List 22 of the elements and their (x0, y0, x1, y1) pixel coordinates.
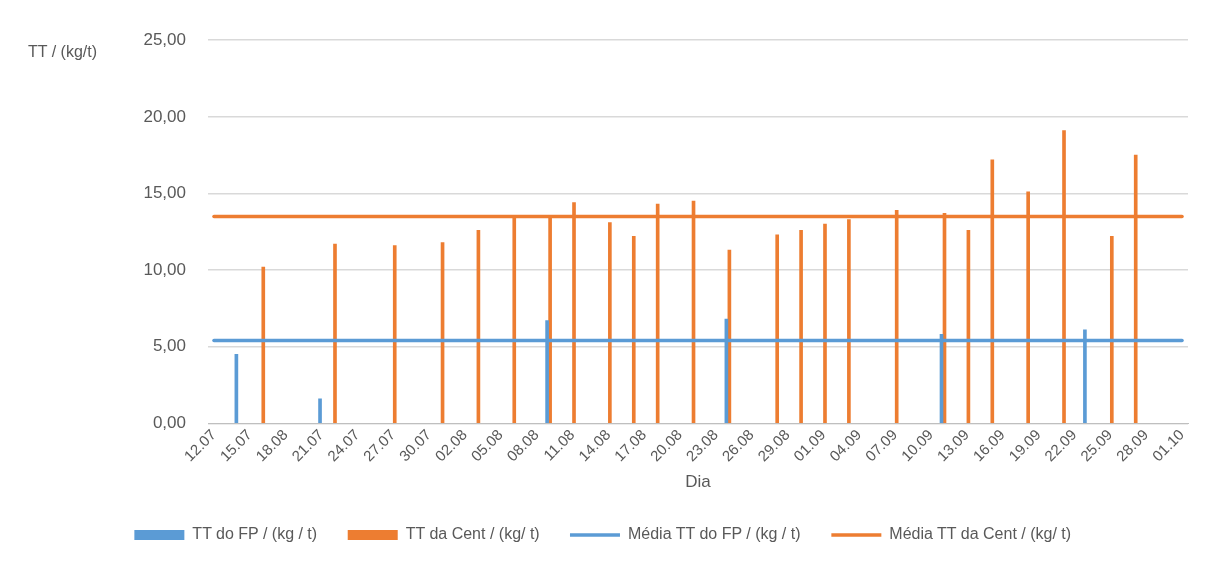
bar (333, 243, 337, 423)
legend-label: Média TT da Cent / (kg/ t) (889, 525, 1072, 543)
y-tick-label: 5,00 (152, 336, 186, 356)
bar (823, 223, 827, 423)
legend-label: Média TT do FP / (kg / t) (627, 525, 801, 543)
bar (318, 398, 322, 423)
bar (261, 266, 266, 423)
y-tick-label: 15,00 (143, 183, 186, 203)
legend-label: TT do FP / (kg / t) (192, 525, 318, 543)
x-axis-title: Dia (685, 472, 712, 492)
y-axis-title: TT / (kg/t) (28, 42, 98, 60)
y-tick-label: 10,00 (143, 259, 186, 279)
y-tick-label: 25,00 (143, 29, 186, 49)
bar (608, 222, 612, 423)
bar (392, 245, 397, 423)
bar (1109, 236, 1114, 423)
y-tick-label: 0,00 (152, 413, 186, 433)
bar (631, 236, 636, 423)
bar (799, 229, 803, 423)
legend-label: TT da Cent / (kg/ t) (405, 525, 540, 543)
bar (775, 234, 780, 423)
y-tick-label: 20,00 (143, 106, 186, 126)
